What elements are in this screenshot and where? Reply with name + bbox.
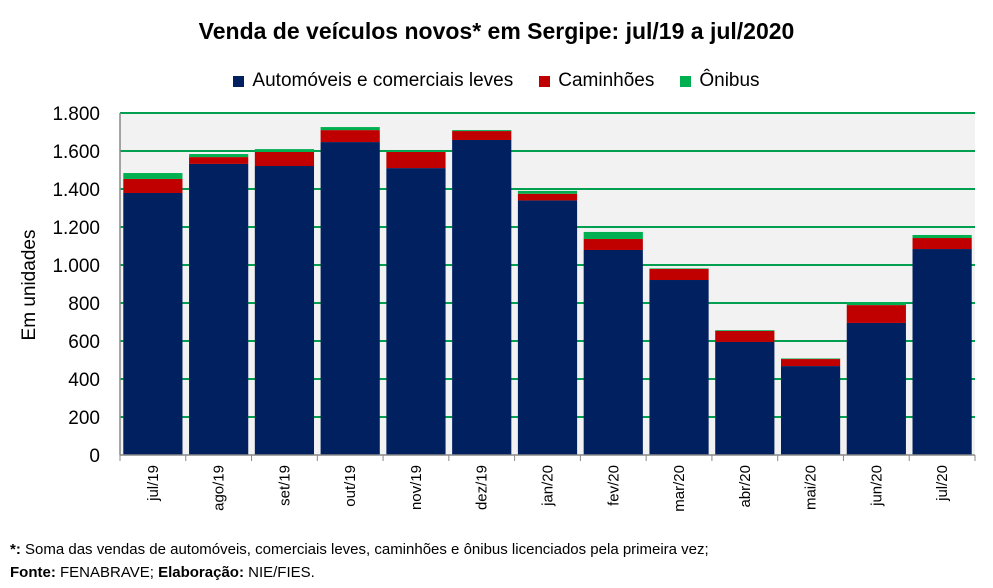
bar-automoveis (386, 168, 446, 455)
x-tick-label: mar/20 (671, 465, 688, 512)
bar-onibus (452, 130, 512, 132)
bar-onibus (583, 231, 643, 239)
x-tick-label: nov/19 (408, 465, 425, 510)
bar-automoveis (320, 142, 380, 455)
elaboration-text: NIE/FIES. (243, 564, 315, 581)
bar-automoveis (517, 200, 578, 455)
bar-caminhoes (780, 359, 841, 367)
y-tick-label: 400 (68, 370, 100, 391)
bar-automoveis (912, 249, 972, 455)
legend-swatch (233, 75, 245, 87)
bar-automoveis (583, 249, 643, 455)
bar-onibus (715, 330, 775, 331)
bar-automoveis (452, 139, 512, 456)
y-tick-label: 1.000 (52, 256, 100, 277)
y-tick-label: 0 (89, 446, 100, 467)
elaboration-label: Elaboração: (158, 564, 244, 581)
footnote-text: Soma das vendas de automóveis, comerciai… (20, 541, 709, 558)
x-tick-label: out/19 (342, 465, 359, 507)
bar-caminhoes (452, 131, 512, 140)
bar-caminhoes (386, 151, 446, 169)
y-tick-label: 1.600 (52, 142, 100, 163)
legend: Automóveis e comerciais leves Caminhões … (0, 70, 993, 92)
bar-caminhoes (123, 178, 183, 193)
bar-onibus (386, 151, 446, 152)
y-tick-label: 800 (68, 294, 100, 315)
source-label: Fonte: (10, 564, 56, 581)
y-tick-label: 200 (68, 408, 100, 429)
bar-caminhoes (254, 151, 315, 167)
bar-automoveis (649, 280, 709, 455)
bar-onibus (912, 234, 972, 239)
x-tick-label: mai/20 (803, 465, 820, 510)
bar-caminhoes (320, 130, 380, 143)
y-tick-label: 1.800 (52, 104, 100, 125)
footnote-line-1: *: Soma das vendas de automóveis, comerc… (10, 538, 709, 561)
footnote: *: Soma das vendas de automóveis, comerc… (10, 538, 709, 584)
footnote-star: *: (10, 541, 21, 558)
bar-onibus (254, 149, 315, 152)
legend-item-automoveis: Automóveis e comerciais leves (233, 70, 513, 92)
bar-onibus (649, 268, 709, 269)
bar-caminhoes (583, 238, 643, 250)
bar-onibus (189, 154, 249, 158)
x-tick-label: abr/20 (737, 465, 754, 508)
y-tick-label: 1.200 (52, 218, 100, 239)
bar-caminhoes (649, 268, 709, 281)
x-tick-label: jan/20 (540, 465, 557, 507)
bar-automoveis (846, 322, 906, 455)
legend-item-caminhoes: Caminhões (539, 70, 654, 92)
x-tick-label: ago/19 (211, 465, 228, 511)
x-tick-label: set/19 (276, 465, 293, 506)
legend-item-onibus: Ônibus (680, 70, 760, 92)
legend-swatch (539, 75, 551, 87)
bar-caminhoes (715, 330, 775, 342)
bar-automoveis (780, 366, 841, 455)
bar-automoveis (254, 166, 315, 455)
x-tick-label: jun/20 (868, 465, 885, 507)
x-tick-label: dez/19 (474, 465, 491, 510)
legend-label: Automóveis e comerciais leves (252, 70, 514, 91)
y-tick-label: 1.400 (52, 180, 100, 201)
legend-label: Ônibus (699, 70, 760, 91)
legend-swatch (680, 75, 692, 87)
bar-onibus (123, 173, 183, 179)
legend-label: Caminhões (558, 70, 655, 91)
x-tick-label: jul/20 (934, 465, 951, 502)
source-text: FENABRAVE; (55, 564, 159, 581)
bar-onibus (517, 190, 578, 194)
bar-automoveis (123, 192, 183, 456)
bar-caminhoes (912, 238, 972, 250)
bar-automoveis (189, 163, 249, 456)
bar-caminhoes (846, 305, 906, 323)
chart-title: Venda de veículos novos* em Sergipe: jul… (198, 18, 795, 44)
x-tick-label: fev/20 (605, 465, 622, 506)
y-tick-label: 600 (68, 332, 100, 353)
bar-onibus (780, 358, 841, 360)
bar-caminhoes (189, 157, 249, 164)
bar-onibus (320, 127, 380, 131)
footnote-line-2: Fonte: FENABRAVE; Elaboração: NIE/FIES. (10, 561, 709, 584)
bar-onibus (846, 302, 906, 306)
x-tick-label: jul/19 (145, 465, 162, 502)
bar-caminhoes (517, 193, 578, 201)
bar-automoveis (715, 341, 775, 455)
